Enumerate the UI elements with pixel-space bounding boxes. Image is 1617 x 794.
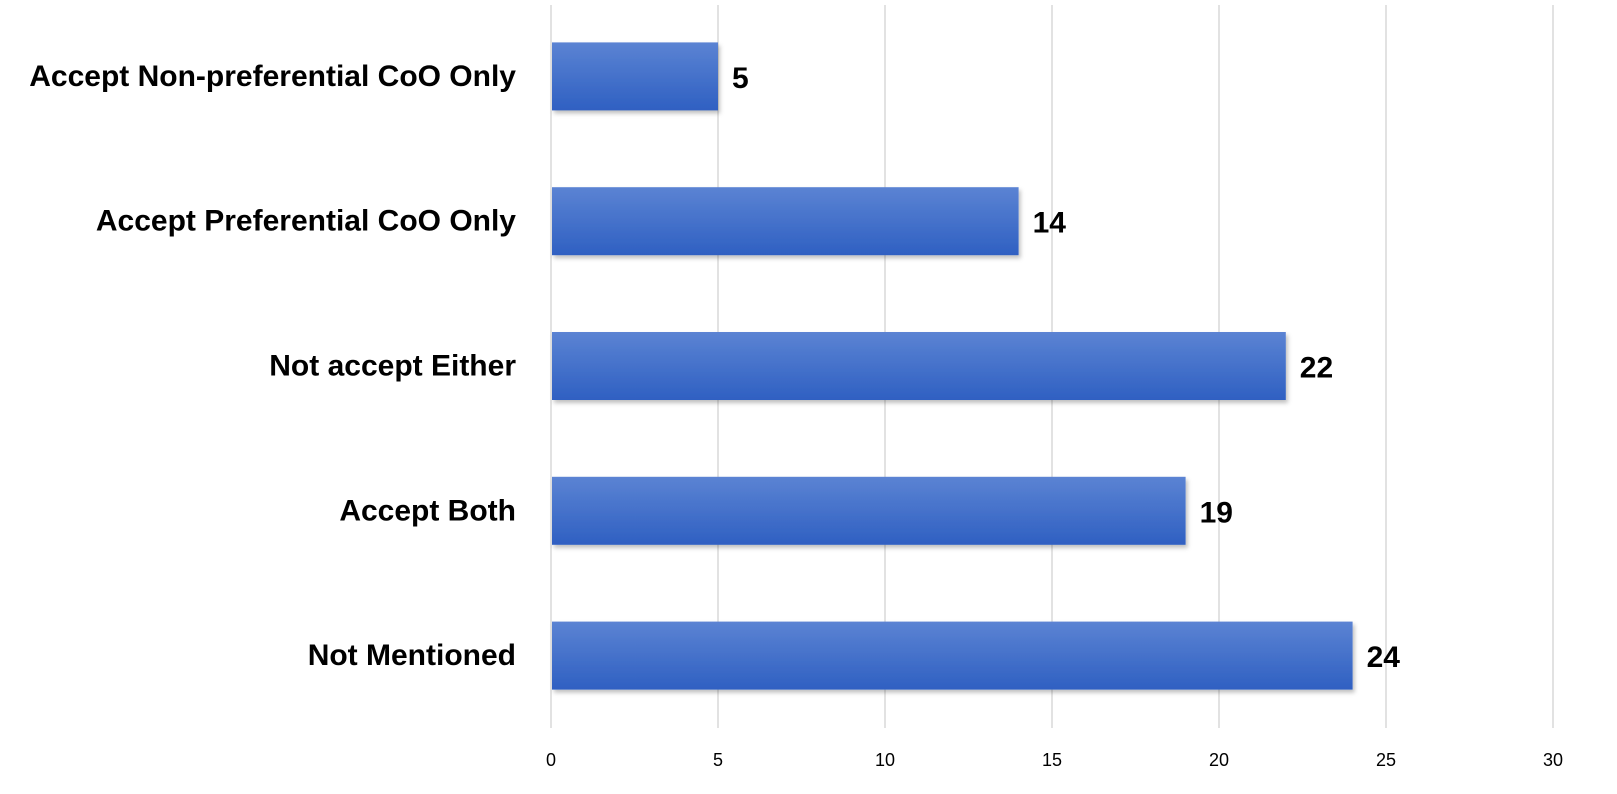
data-label: 22 [1300,352,1333,385]
category-label: Accept Non-preferential CoO Only [29,60,516,93]
bar [552,42,718,111]
data-label: 19 [1200,496,1233,529]
category-label: Accept Both [339,494,516,527]
category-labels: Accept Non-preferential CoO Only Accept P… [29,60,516,672]
x-tick-label: 20 [1209,750,1229,770]
x-tick-label: 0 [546,750,556,770]
x-tick-label: 5 [713,750,723,770]
bar [552,476,1186,545]
x-tick-label: 15 [1042,750,1062,770]
bar [552,621,1353,690]
x-tick-label: 25 [1376,750,1396,770]
category-label: Not Mentioned [308,639,516,672]
category-label: Accept Preferential CoO Only [96,205,516,238]
category-label: Not accept Either [269,350,516,383]
x-tick-label: 10 [875,750,895,770]
data-label: 24 [1367,641,1401,674]
data-labels: 5 14 22 19 24 [732,62,1400,674]
x-tick-label: 30 [1543,750,1563,770]
x-axis-tick-labels: 0 5 10 15 20 25 30 [546,750,1563,770]
bars [552,42,1353,690]
bar [552,187,1019,256]
data-label: 5 [732,62,749,95]
bar [552,332,1286,400]
data-label: 14 [1033,207,1067,240]
